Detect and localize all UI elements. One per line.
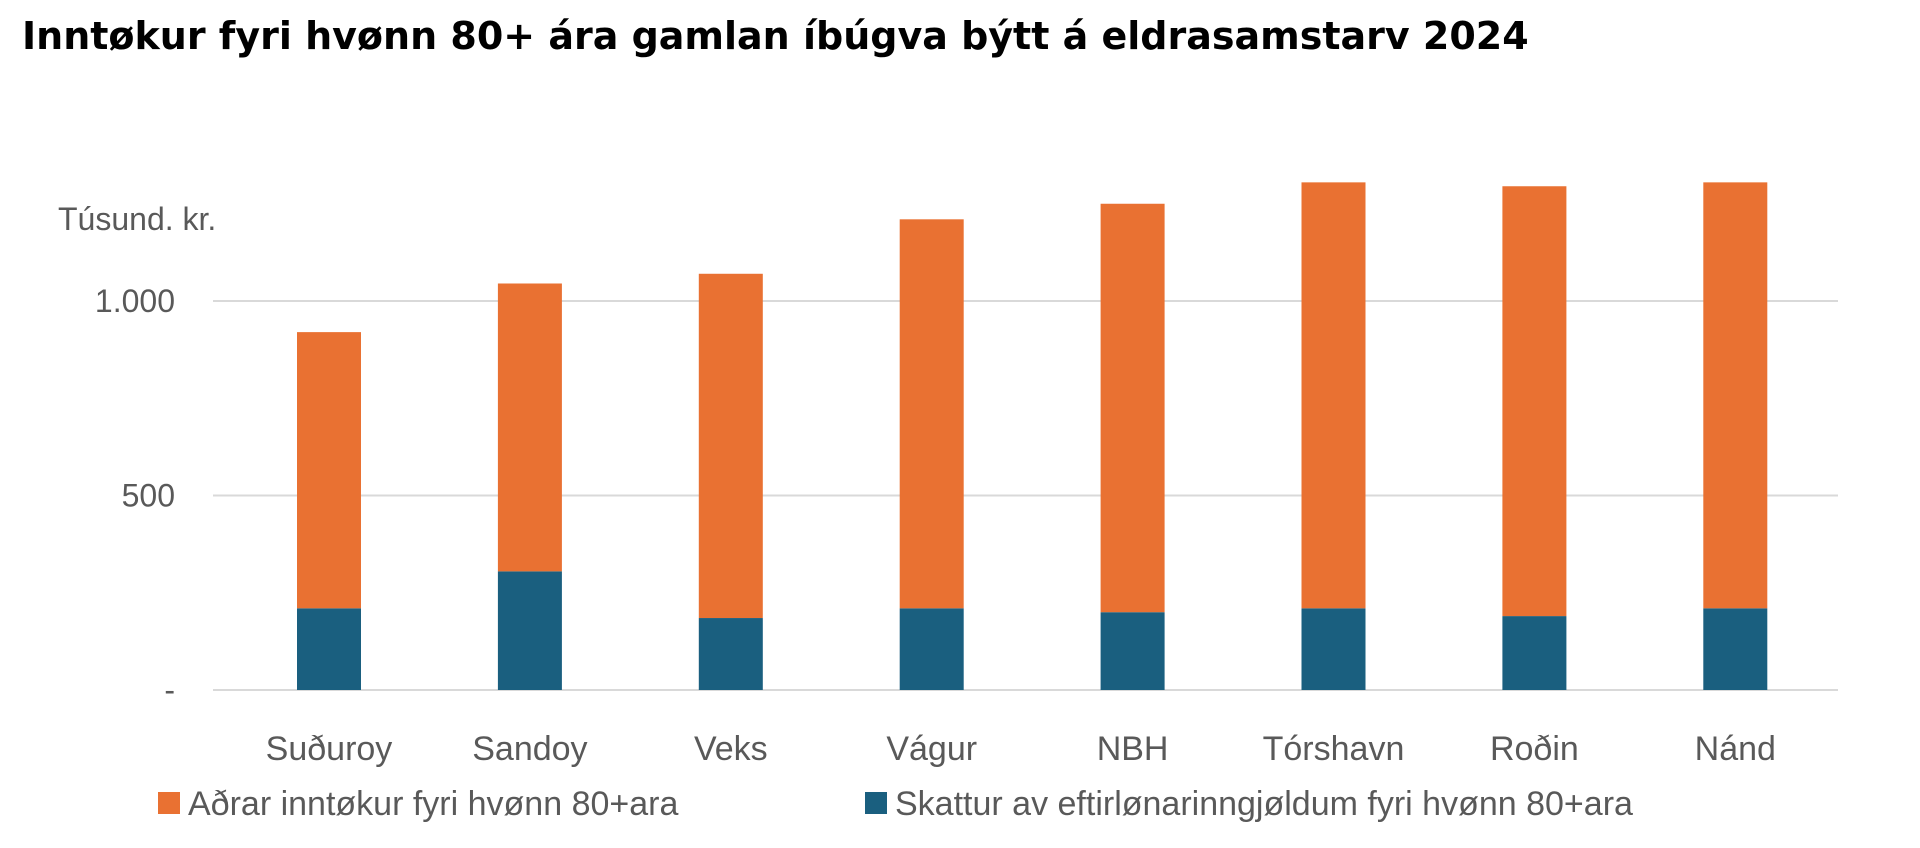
bar-skattur-1 [497, 571, 562, 690]
bar-adrar-7 [1703, 182, 1768, 609]
bar-skattur-3 [899, 608, 964, 690]
bar-adrar-2 [698, 273, 763, 619]
x-tick-label: Vágur [886, 730, 977, 768]
y-axis-ticks: - 500 1.000 [95, 283, 175, 708]
bar-adrar-6 [1502, 186, 1567, 617]
x-tick-label: Tórshavn [1263, 730, 1405, 768]
chart-title: Inntøkur fyri hvønn 80+ ára gamlan íbúgv… [22, 14, 1529, 58]
bar-skattur-0 [297, 608, 361, 690]
bar-skattur-7 [1703, 608, 1768, 690]
y-unit-label: Túsund. kr. [58, 201, 216, 237]
bar-adrar-3 [899, 219, 964, 609]
legend-swatch-adrar [158, 792, 180, 814]
bar-skattur-5 [1301, 608, 1366, 690]
bar-skattur-6 [1502, 616, 1567, 690]
legend-label-skattur: Skattur av eftirlønarinngjøldum fyri hvø… [895, 785, 1633, 823]
x-tick-label: Roðin [1490, 730, 1579, 768]
x-tick-label: NBH [1097, 730, 1169, 768]
y-tick-label: 1.000 [95, 283, 175, 319]
x-tick-label: Suðuroy [266, 730, 393, 768]
x-tick-label: Nánd [1695, 730, 1776, 768]
bars [297, 182, 1768, 690]
x-axis-labels: Suðuroy Sandoy Veks Vágur NBH Tórshavn Roðin Ná… [266, 730, 1776, 768]
x-tick-label: Veks [694, 730, 768, 768]
bar-skattur-2 [698, 618, 763, 690]
bar-adrar-0 [297, 332, 361, 609]
x-tick-label: Sandoy [472, 730, 587, 768]
bar-skattur-4 [1100, 612, 1165, 690]
legend-swatch-skattur [865, 792, 887, 814]
y-tick-label: 500 [122, 478, 175, 514]
bar-adrar-5 [1301, 182, 1366, 609]
legend: Aðrar inntøkur fyri hvønn 80+ara Skattur … [158, 785, 1633, 823]
bar-adrar-1 [497, 283, 562, 572]
legend-label-adrar: Aðrar inntøkur fyri hvønn 80+ara [188, 785, 678, 823]
gridlines [213, 300, 1838, 691]
y-tick-label: - [164, 672, 175, 708]
bar-adrar-4 [1100, 203, 1165, 613]
